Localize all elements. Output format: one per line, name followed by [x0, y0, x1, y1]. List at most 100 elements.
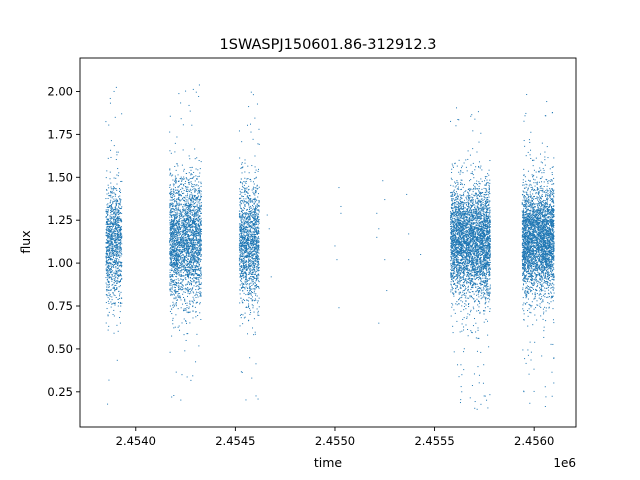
data-point	[170, 255, 172, 257]
data-point	[184, 225, 186, 227]
data-point	[174, 248, 176, 249]
data-point	[241, 233, 243, 235]
data-point	[241, 371, 243, 373]
data-point	[174, 239, 176, 241]
data-point	[181, 250, 183, 252]
data-point	[117, 244, 119, 246]
data-point	[178, 93, 180, 95]
data-point	[250, 292, 252, 294]
data-point	[251, 273, 253, 275]
data-point	[195, 236, 197, 238]
data-point	[192, 212, 193, 214]
data-point	[252, 253, 254, 255]
data-point	[189, 224, 191, 226]
data-point	[249, 229, 251, 231]
data-point	[239, 228, 241, 230]
data-point	[254, 197, 256, 199]
data-point	[198, 224, 200, 226]
data-point	[242, 260, 244, 262]
data-point	[184, 266, 186, 268]
data-point	[116, 234, 118, 236]
data-point	[182, 226, 184, 228]
data-point	[169, 253, 171, 255]
data-point	[183, 241, 185, 243]
data-point	[253, 231, 255, 233]
data-point	[179, 329, 181, 331]
data-point	[173, 211, 175, 213]
data-point	[192, 195, 194, 197]
data-point	[255, 260, 257, 262]
data-point	[169, 240, 171, 242]
data-point	[110, 221, 112, 223]
data-point	[200, 258, 202, 260]
data-point	[183, 259, 185, 261]
data-point	[171, 281, 173, 283]
data-point	[188, 215, 190, 217]
data-point	[179, 282, 181, 284]
data-point	[193, 269, 195, 271]
data-point	[169, 184, 171, 186]
data-point	[252, 191, 254, 193]
data-point	[251, 250, 253, 252]
data-point	[250, 221, 252, 223]
data-point	[184, 223, 186, 225]
data-point	[253, 218, 255, 220]
data-point	[106, 251, 108, 253]
data-point	[246, 254, 248, 256]
data-point	[197, 277, 199, 279]
data-point	[187, 222, 189, 224]
data-point	[121, 297, 123, 299]
data-point	[257, 209, 259, 211]
data-point	[107, 260, 109, 262]
data-point	[185, 207, 187, 209]
data-point	[258, 211, 260, 213]
data-point	[193, 235, 195, 237]
data-point	[178, 293, 180, 295]
data-point	[113, 315, 115, 317]
data-point	[119, 254, 121, 256]
data-point	[183, 226, 185, 228]
data-point	[243, 317, 245, 319]
data-point	[251, 377, 253, 379]
data-point	[254, 259, 256, 261]
data-point	[175, 237, 176, 239]
data-point	[107, 242, 109, 244]
data-point	[120, 238, 122, 240]
data-point	[171, 233, 173, 235]
data-point	[185, 269, 187, 271]
data-point	[250, 250, 252, 252]
data-point	[116, 217, 118, 219]
data-point	[243, 268, 245, 270]
data-point	[119, 212, 121, 214]
data-point	[110, 244, 112, 246]
data-point	[252, 226, 254, 228]
data-point	[184, 245, 186, 247]
data-point	[172, 265, 174, 267]
data-point	[174, 255, 176, 257]
data-point	[198, 207, 200, 209]
data-point	[250, 288, 252, 290]
data-point	[192, 317, 194, 319]
data-point	[116, 189, 118, 191]
data-point	[194, 295, 196, 297]
data-point	[188, 229, 190, 231]
data-point	[240, 226, 242, 228]
data-point	[169, 242, 171, 244]
data-point	[174, 200, 176, 202]
data-point	[197, 231, 199, 233]
data-point	[196, 178, 198, 180]
data-point	[193, 171, 195, 173]
data-point	[172, 257, 174, 259]
data-point	[107, 277, 109, 279]
data-point	[116, 227, 118, 229]
data-point	[251, 212, 253, 214]
data-point	[170, 223, 172, 225]
data-point	[191, 206, 193, 208]
data-point	[178, 271, 180, 273]
data-point	[256, 241, 258, 243]
data-point	[244, 316, 246, 318]
data-point	[178, 249, 180, 251]
data-point	[256, 275, 258, 277]
data-point	[250, 269, 252, 271]
data-point	[257, 262, 259, 264]
